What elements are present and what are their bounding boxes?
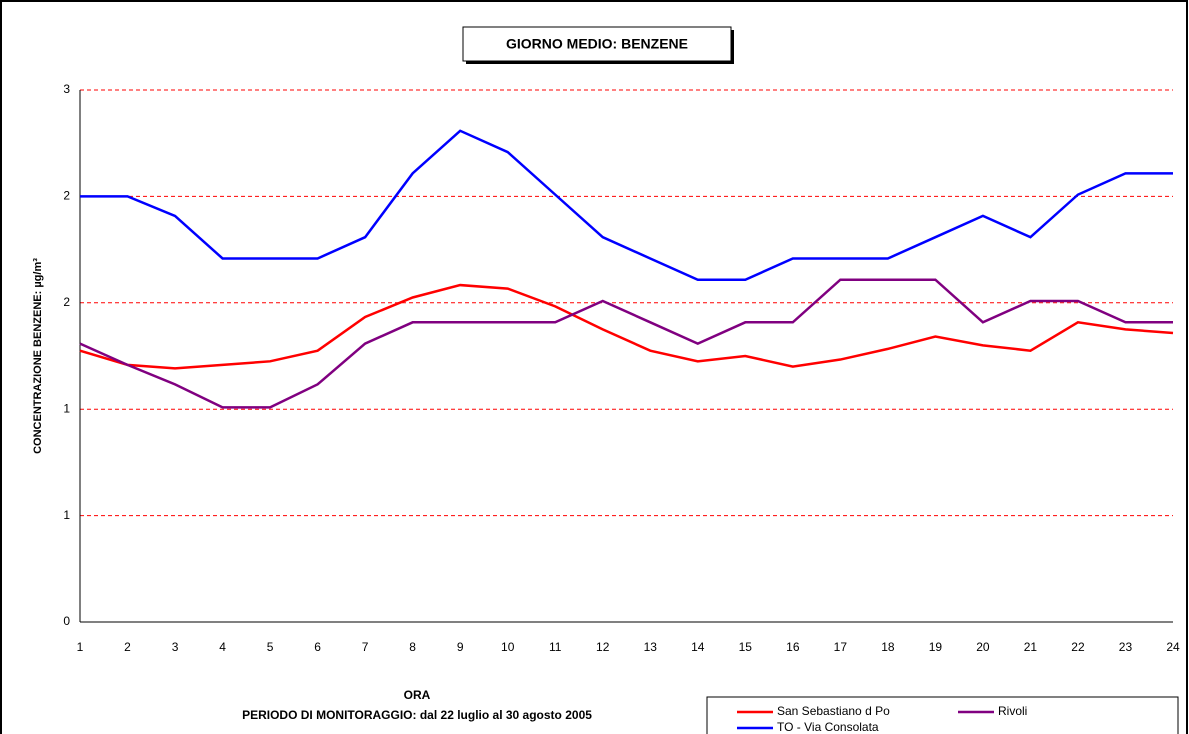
x-tick-label: 15 bbox=[739, 640, 753, 654]
x-tick-label: 12 bbox=[596, 640, 610, 654]
x-tick-label: 21 bbox=[1024, 640, 1038, 654]
x-tick-label: 11 bbox=[549, 640, 562, 654]
x-tick-label: 10 bbox=[501, 640, 515, 654]
x-tick-label: 17 bbox=[834, 640, 848, 654]
x-tick-label: 3 bbox=[172, 640, 179, 654]
x-tick-label: 8 bbox=[409, 640, 416, 654]
series-line bbox=[79, 283, 1174, 370]
series-line bbox=[80, 129, 1173, 281]
x-tick-label: 9 bbox=[457, 640, 464, 654]
x-tick-label: 13 bbox=[644, 640, 658, 654]
series-line bbox=[79, 278, 1173, 409]
y-axis-label: CONCENTRAZIONE BENZENE: µg/m³ bbox=[32, 258, 44, 454]
x-tick-label: 20 bbox=[976, 640, 990, 654]
x-tick-label: 19 bbox=[929, 640, 943, 654]
x-tick-label: 2 bbox=[124, 640, 131, 654]
legend-label: TO - Via Consolata bbox=[777, 720, 879, 734]
chart-title: GIORNO MEDIO: BENZENE bbox=[506, 36, 688, 52]
y-tick-label: 2 bbox=[63, 189, 70, 203]
legend-label: Rivoli bbox=[998, 704, 1027, 718]
x-tick-label: 6 bbox=[314, 640, 321, 654]
x-tick-label: 14 bbox=[691, 640, 705, 654]
y-tick-label: 1 bbox=[63, 508, 70, 522]
legend-label: San Sebastiano d Po bbox=[777, 704, 890, 718]
x-tick-label: 16 bbox=[786, 640, 800, 654]
x-tick-label: 22 bbox=[1071, 640, 1085, 654]
x-axis-label: ORA bbox=[404, 688, 431, 702]
y-tick-label: 0 bbox=[63, 614, 70, 628]
title-box bbox=[462, 26, 732, 62]
y-tick-label: 1 bbox=[63, 401, 70, 415]
legend-box bbox=[706, 696, 1179, 734]
x-tick-label: 4 bbox=[219, 640, 226, 654]
x-tick-label: 18 bbox=[881, 640, 895, 654]
subtitle: PERIODO DI MONITORAGGIO: dal 22 luglio a… bbox=[242, 708, 592, 722]
x-tick-label: 1 bbox=[77, 640, 84, 654]
x-tick-label: 7 bbox=[362, 640, 369, 654]
y-tick-label: 2 bbox=[63, 295, 70, 309]
y-tick-label: 3 bbox=[63, 82, 70, 96]
x-tick-label: 24 bbox=[1166, 640, 1180, 654]
x-tick-label: 23 bbox=[1119, 640, 1133, 654]
x-tick-label: 5 bbox=[267, 640, 274, 654]
